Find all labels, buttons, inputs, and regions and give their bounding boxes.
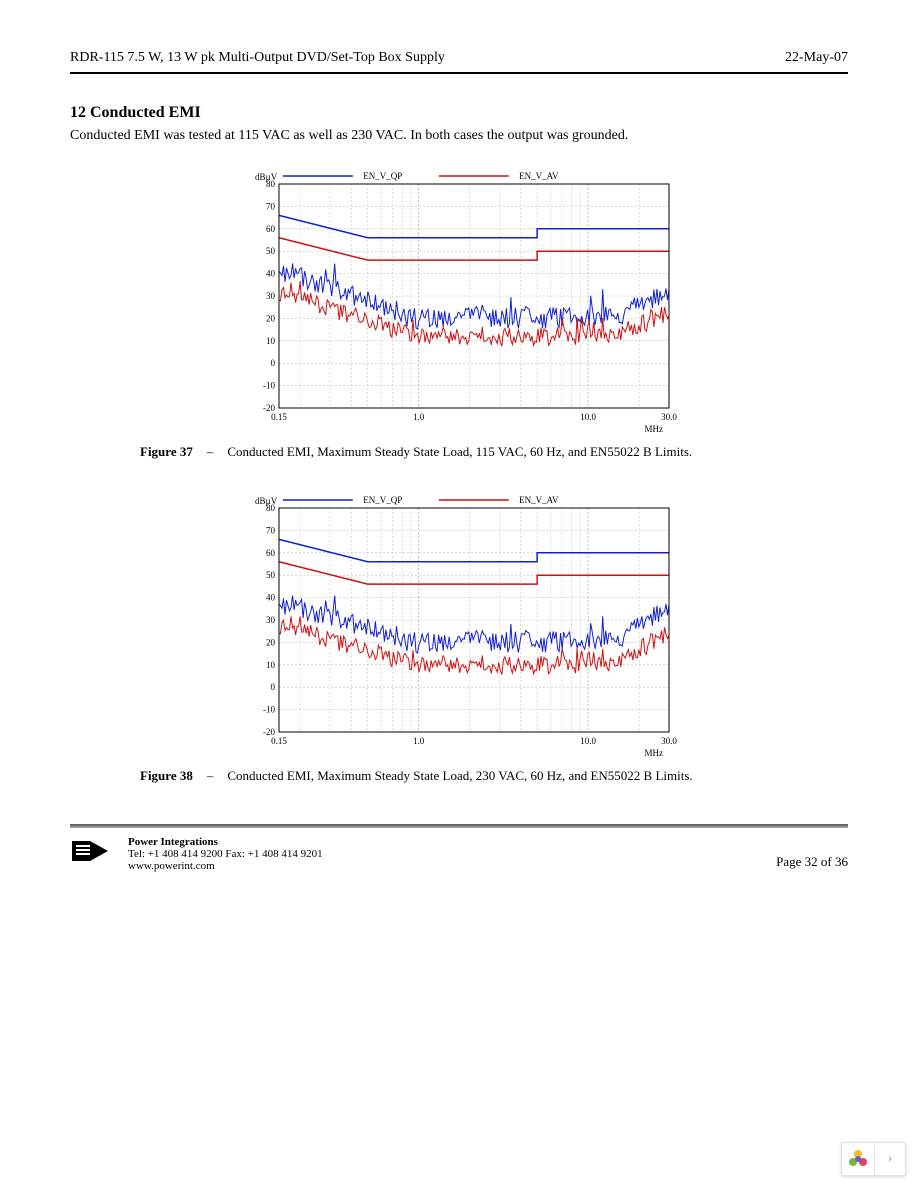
svg-text:1.0: 1.0 bbox=[413, 412, 425, 422]
svg-text:40: 40 bbox=[266, 592, 276, 602]
footer-company: Power Integrations bbox=[128, 836, 323, 848]
svg-text:70: 70 bbox=[266, 525, 276, 535]
svg-text:dBµV: dBµV bbox=[255, 172, 278, 182]
chevron-right-icon[interactable]: › bbox=[874, 1143, 905, 1175]
svg-text:EN_V_QP: EN_V_QP bbox=[363, 171, 402, 181]
svg-text:0.15: 0.15 bbox=[271, 412, 287, 422]
svg-text:-10: -10 bbox=[263, 380, 275, 390]
svg-text:0: 0 bbox=[271, 358, 276, 368]
svg-text:20: 20 bbox=[266, 313, 276, 323]
figure-37-caption: Conducted EMI, Maximum Steady State Load… bbox=[227, 444, 692, 460]
svg-text:-10: -10 bbox=[263, 704, 275, 714]
figure-37-chart: -20-10010203040506070800.151.010.030.0MH… bbox=[239, 166, 679, 436]
svg-text:70: 70 bbox=[266, 201, 276, 211]
svg-text:EN_V_AV: EN_V_AV bbox=[519, 171, 559, 181]
svg-text:10.0: 10.0 bbox=[580, 736, 596, 746]
figure-37-dash: – bbox=[207, 444, 214, 460]
svg-text:20: 20 bbox=[266, 637, 276, 647]
svg-text:50: 50 bbox=[266, 246, 276, 256]
figure-38-dash: – bbox=[207, 768, 214, 784]
figure-38-caption: Conducted EMI, Maximum Steady State Load… bbox=[227, 768, 692, 784]
svg-text:MHz: MHz bbox=[645, 424, 664, 434]
figure-37-label: Figure 37 bbox=[140, 444, 193, 460]
svg-text:EN_V_AV: EN_V_AV bbox=[519, 495, 559, 505]
svg-text:10: 10 bbox=[266, 335, 276, 345]
svg-text:30: 30 bbox=[266, 291, 276, 301]
header-date: 22-May-07 bbox=[785, 50, 848, 66]
svg-text:10: 10 bbox=[266, 659, 276, 669]
svg-text:30.0: 30.0 bbox=[661, 412, 677, 422]
footer-rule bbox=[70, 824, 848, 828]
svg-text:dBµV: dBµV bbox=[255, 496, 278, 506]
svg-text:60: 60 bbox=[266, 547, 276, 557]
figure-38-label: Figure 38 bbox=[140, 768, 193, 784]
svg-text:MHz: MHz bbox=[645, 748, 664, 758]
footer-web: www.powerint.com bbox=[128, 860, 323, 872]
company-logo-icon bbox=[70, 836, 118, 866]
flower-icon bbox=[842, 1143, 874, 1175]
svg-text:0: 0 bbox=[271, 682, 276, 692]
header-rule bbox=[70, 72, 848, 74]
svg-text:30.0: 30.0 bbox=[661, 736, 677, 746]
svg-text:30: 30 bbox=[266, 615, 276, 625]
svg-text:1.0: 1.0 bbox=[413, 736, 425, 746]
section-body: Conducted EMI was tested at 115 VAC as w… bbox=[70, 126, 848, 146]
section-title: 12 Conducted EMI bbox=[70, 104, 848, 122]
svg-text:10.0: 10.0 bbox=[580, 412, 596, 422]
svg-text:0.15: 0.15 bbox=[271, 736, 287, 746]
page-number: Page 32 of 36 bbox=[776, 836, 848, 870]
svg-text:50: 50 bbox=[266, 570, 276, 580]
footer-contact: Tel: +1 408 414 9200 Fax: +1 408 414 920… bbox=[128, 848, 323, 860]
header-left: RDR-115 7.5 W, 13 W pk Multi-Output DVD/… bbox=[70, 50, 445, 66]
figure-38-chart: -20-10010203040506070800.151.010.030.0MH… bbox=[239, 490, 679, 760]
svg-text:60: 60 bbox=[266, 223, 276, 233]
svg-text:EN_V_QP: EN_V_QP bbox=[363, 495, 402, 505]
corner-widget[interactable]: › bbox=[841, 1142, 906, 1176]
svg-text:40: 40 bbox=[266, 268, 276, 278]
